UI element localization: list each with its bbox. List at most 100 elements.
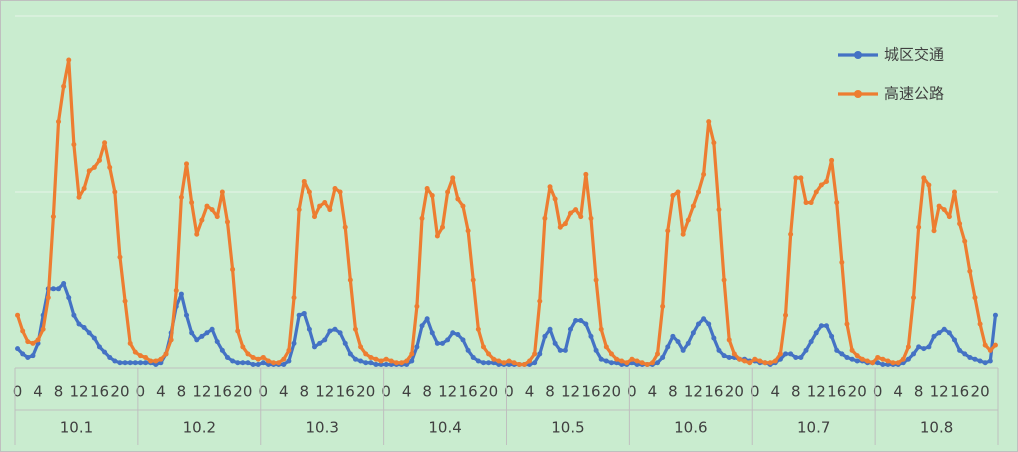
data-point <box>347 351 353 357</box>
data-point <box>665 344 671 350</box>
x-tick-label: 0 <box>381 383 391 401</box>
data-point <box>603 358 609 364</box>
data-point <box>854 358 860 364</box>
data-point <box>301 310 307 316</box>
data-point <box>660 303 666 309</box>
data-point <box>957 221 963 227</box>
data-point <box>61 83 67 89</box>
data-point <box>557 224 563 230</box>
data-point <box>680 347 686 353</box>
group-label: 10.4 <box>428 419 461 437</box>
data-point <box>189 330 195 336</box>
data-point <box>30 340 36 346</box>
data-point <box>61 281 67 287</box>
data-point <box>798 175 804 181</box>
legend-marker <box>854 51 862 59</box>
data-point <box>716 347 722 353</box>
data-point <box>532 360 538 366</box>
data-point <box>752 356 758 362</box>
x-tick-label: 8 <box>299 383 309 401</box>
x-tick-label: 4 <box>33 383 43 401</box>
data-point <box>905 356 911 362</box>
data-point <box>521 361 527 367</box>
data-point <box>235 360 241 366</box>
data-point <box>45 295 51 301</box>
data-point <box>312 214 318 220</box>
data-point <box>50 286 56 292</box>
data-point <box>306 326 312 332</box>
data-point <box>230 358 236 364</box>
group-label: 10.2 <box>183 419 216 437</box>
data-point <box>982 342 988 348</box>
data-point <box>695 321 701 327</box>
data-point <box>214 339 220 345</box>
data-point <box>250 354 256 360</box>
data-point <box>921 346 927 352</box>
data-point <box>675 189 681 195</box>
data-point <box>926 182 932 188</box>
data-point <box>793 175 799 181</box>
data-point <box>987 358 993 364</box>
data-point <box>562 347 568 353</box>
data-point <box>96 344 102 350</box>
x-tick-label: 12 <box>561 383 580 401</box>
x-tick-label: 8 <box>791 383 801 401</box>
data-point <box>491 356 497 362</box>
data-point <box>440 224 446 230</box>
data-point <box>112 358 118 364</box>
data-point <box>573 317 579 323</box>
x-tick-label: 20 <box>848 383 867 401</box>
data-point <box>194 231 200 237</box>
data-point <box>665 228 671 234</box>
data-point <box>265 358 271 364</box>
data-point <box>685 217 691 223</box>
data-point <box>695 189 701 195</box>
data-point <box>951 189 957 195</box>
data-point <box>634 358 640 364</box>
data-point <box>946 214 952 220</box>
data-point <box>470 354 476 360</box>
data-point <box>291 340 297 346</box>
data-point <box>593 347 599 353</box>
data-point <box>383 356 389 362</box>
data-point <box>219 347 225 353</box>
data-point <box>378 361 384 367</box>
legend-label: 城区交通 <box>884 46 944 64</box>
data-point <box>455 196 461 202</box>
data-point <box>496 361 502 367</box>
data-point <box>783 351 789 357</box>
data-point <box>102 349 108 355</box>
data-point <box>562 221 568 227</box>
data-point <box>153 361 159 367</box>
data-point <box>475 326 481 332</box>
data-point <box>148 358 154 364</box>
data-point <box>178 291 184 297</box>
data-point <box>306 189 312 195</box>
data-point <box>271 360 277 366</box>
data-point <box>424 185 430 191</box>
data-point <box>931 333 937 339</box>
data-point <box>168 337 174 343</box>
data-point <box>870 360 876 366</box>
data-point <box>690 203 696 209</box>
data-point <box>332 185 338 191</box>
data-point <box>122 298 128 304</box>
data-point <box>639 360 645 366</box>
data-point <box>327 207 333 213</box>
data-point <box>66 295 72 301</box>
data-point <box>383 361 389 367</box>
data-point <box>20 351 26 357</box>
data-point <box>245 351 251 357</box>
data-point <box>823 323 829 329</box>
data-point <box>230 266 236 272</box>
data-point <box>880 361 886 367</box>
data-point <box>726 337 732 343</box>
data-point <box>567 326 573 332</box>
data-point <box>455 332 461 338</box>
data-point <box>547 326 553 332</box>
data-point <box>849 356 855 362</box>
data-point <box>655 360 661 366</box>
data-point <box>419 215 425 221</box>
x-tick-label: 4 <box>648 383 658 401</box>
